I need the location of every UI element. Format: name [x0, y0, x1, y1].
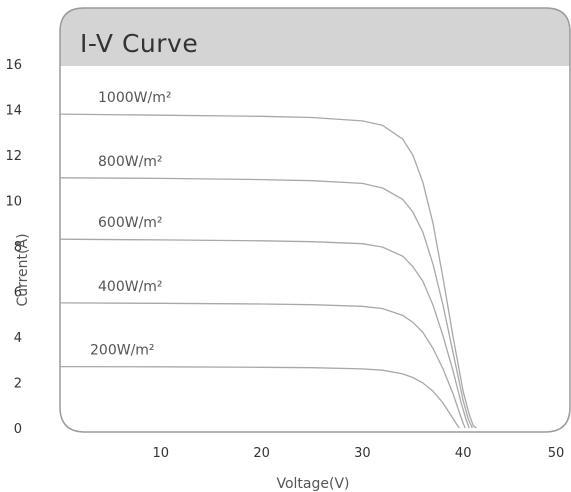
y-tick-label: 6: [14, 286, 22, 301]
y-tick-label: 16: [5, 58, 22, 73]
series-label: 1000W/m²: [98, 90, 171, 106]
x-axis-ticks: 10 20 30 40 50: [153, 446, 565, 461]
x-tick-label: 30: [354, 446, 371, 461]
series-label: 200W/m²: [90, 343, 155, 359]
y-tick-label: 2: [14, 377, 22, 392]
chart-title: I-V Curve: [80, 29, 198, 58]
x-tick-label: 10: [153, 446, 170, 461]
series-labels: 1000W/m² 800W/m² 600W/m² 400W/m² 200W/m²: [90, 90, 171, 359]
y-tick-label: 14: [5, 104, 22, 119]
y-tick-label: 0: [14, 422, 22, 437]
y-axis-ticks: 0 2 4 6 8 10 12 14 16: [5, 58, 22, 437]
x-tick-label: 50: [548, 446, 565, 461]
series-curve: [59, 365, 460, 429]
series-curve: [59, 177, 473, 429]
y-tick-label: 10: [5, 195, 22, 210]
series-curve: [59, 302, 466, 429]
plot-frame: [59, 7, 571, 433]
series-curve: [59, 113, 477, 429]
y-tick-label: 12: [5, 149, 22, 164]
y-tick-label: 4: [14, 331, 22, 346]
y-tick-label: 8: [14, 240, 22, 255]
title-header-band: [60, 8, 570, 66]
series-label: 400W/m²: [98, 279, 163, 295]
x-tick-label: 40: [455, 446, 472, 461]
series-curve: [59, 238, 470, 429]
series-label: 800W/m²: [98, 154, 163, 170]
series-curves: [59, 113, 477, 429]
series-label: 600W/m²: [98, 215, 163, 231]
x-axis-title: Voltage(V): [276, 476, 349, 492]
x-tick-label: 20: [253, 446, 270, 461]
y-axis-title: Current(A): [15, 233, 31, 306]
